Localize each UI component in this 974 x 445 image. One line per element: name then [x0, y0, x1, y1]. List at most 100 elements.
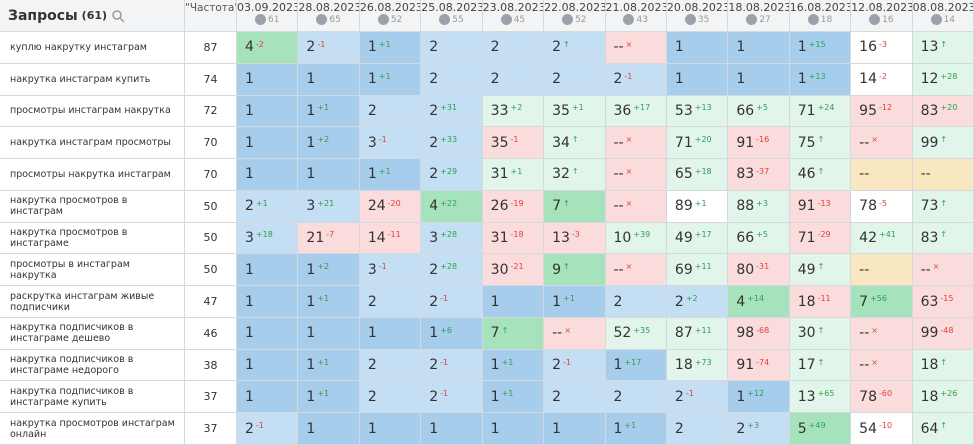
position: 13 — [797, 388, 816, 405]
position-change: -1 — [378, 135, 387, 145]
position-cell: 35 +1 — [544, 95, 606, 128]
position-cell: 13 -3 — [544, 222, 606, 255]
position: 1 — [674, 39, 684, 56]
position-change: -1 — [378, 262, 387, 272]
position: 99 — [920, 325, 939, 342]
position-change: -16 — [756, 135, 770, 145]
position: 1 — [306, 388, 316, 405]
position-change: +14 — [747, 294, 765, 303]
position: -- — [613, 166, 624, 183]
search-icon[interactable] — [111, 9, 125, 23]
position: 1 — [306, 166, 316, 183]
date-header[interactable]: 20.08.2023 35 — [666, 0, 729, 32]
position-change: +17 — [624, 357, 642, 367]
stat-value: 35 — [697, 14, 710, 25]
position-cell: 1 — [237, 317, 299, 350]
position-cell: 2 — [359, 95, 422, 128]
position-cell: 1 +1 — [298, 349, 360, 382]
position: 1 — [490, 388, 500, 405]
position-cell: 83 ↑ — [912, 222, 974, 255]
position-cell: 1 +12 — [728, 381, 790, 414]
position-change: +49 — [808, 421, 826, 431]
frequency: 37 — [185, 381, 237, 414]
query: накрутка просмотров инстаграм онлайн — [0, 413, 185, 445]
position-cell: 3 +18 — [237, 222, 299, 255]
position: 91 — [736, 357, 755, 374]
position: 3 — [245, 229, 254, 246]
position-change: -11 — [817, 294, 831, 303]
frequency: 70 — [185, 127, 237, 160]
position-cell: 17 ↑ — [789, 349, 852, 382]
position: 16 — [859, 39, 877, 56]
position-cell: 78 -60 — [851, 381, 913, 414]
position: 2 — [429, 261, 439, 278]
position-change: ↑ — [563, 262, 570, 272]
percent-icon — [439, 14, 451, 25]
position: 2 — [674, 293, 684, 310]
date-header[interactable]: 08.08.2023 14 — [912, 0, 974, 32]
position-change: ↑ — [571, 135, 579, 145]
position-cell: -- × — [605, 159, 667, 191]
date-header[interactable]: 28.08.2023 65 — [298, 0, 360, 32]
position-change: -3 — [571, 230, 580, 240]
position-cell: 7 +56 — [851, 286, 913, 318]
date-stat: 18 — [790, 14, 850, 25]
date-header[interactable]: 03.09.2023 61 — [237, 0, 299, 32]
position: -- — [613, 134, 624, 151]
position-change: ↑ — [940, 357, 948, 367]
position-change: +73 — [694, 357, 712, 367]
position: -- — [859, 261, 870, 278]
date-header[interactable]: 23.08.2023 45 — [482, 0, 545, 32]
position-cell: -- — [851, 159, 913, 191]
query: просмотры в инстаграм накрутка — [0, 254, 185, 287]
position-change: +20 — [940, 103, 958, 113]
query: просмотры инстаграм накрутка — [0, 95, 185, 128]
position-cell: 1 +13 — [789, 63, 852, 96]
position-change: -68 — [756, 325, 770, 335]
position-change: +22 — [440, 198, 458, 208]
date-header[interactable]: 12.08.2023 16 — [851, 0, 913, 32]
position: 98 — [736, 325, 755, 342]
date-header[interactable]: 21.08.2023 43 — [605, 0, 667, 32]
position-cell: 1 +15 — [789, 32, 852, 64]
position-change: +13 — [808, 71, 826, 81]
percent-icon — [500, 14, 512, 25]
date-header[interactable]: 26.08.2023 52 — [359, 0, 422, 32]
percent-icon — [377, 14, 389, 25]
date-header[interactable]: 25.08.2023 55 — [421, 0, 483, 32]
position-cell: 1 — [359, 317, 422, 350]
position-change: -1 — [255, 421, 264, 431]
position-cell: 36 +17 — [605, 95, 667, 128]
position: 4 — [736, 293, 746, 310]
position-cell: 2 +31 — [421, 95, 483, 128]
position: 1 — [613, 357, 623, 374]
position: 14 — [367, 229, 386, 246]
query-header[interactable]: Запросы (61) — [0, 0, 185, 32]
date-header[interactable]: 16.08.2023 18 — [789, 0, 852, 32]
position: 3 — [429, 229, 439, 246]
percent-icon — [930, 14, 942, 25]
position-cell: 99 -48 — [912, 317, 974, 350]
position-cell: 73 ↑ — [912, 190, 974, 223]
position-change: +20 — [694, 135, 712, 145]
position-cell: 64 ↑ — [912, 413, 974, 445]
position-change: -37 — [756, 166, 770, 176]
date-header[interactable]: 22.08.2023 52 — [544, 0, 606, 32]
position-change: +15 — [808, 39, 826, 49]
date: 22.08.2023 — [544, 1, 606, 14]
position-cell: 1 +1 — [359, 159, 422, 191]
position-cell: 65 +18 — [666, 159, 729, 191]
position-cell: 3 -1 — [359, 127, 422, 160]
position-change: +18 — [694, 166, 712, 176]
position: 1 — [306, 71, 316, 88]
stat-value: 52 — [390, 14, 403, 25]
date-header[interactable]: 18.08.2023 27 — [728, 0, 790, 32]
position: 1 — [306, 325, 316, 342]
position: 1 — [306, 102, 316, 119]
position-change: × — [625, 39, 633, 49]
position-change: +2 — [685, 294, 698, 303]
position: 31 — [490, 229, 509, 246]
frequency-header[interactable]: "Частота" — [185, 0, 237, 32]
position-cell: 2 — [544, 63, 606, 96]
query: просмотры накрутка инстаграм — [0, 159, 185, 191]
